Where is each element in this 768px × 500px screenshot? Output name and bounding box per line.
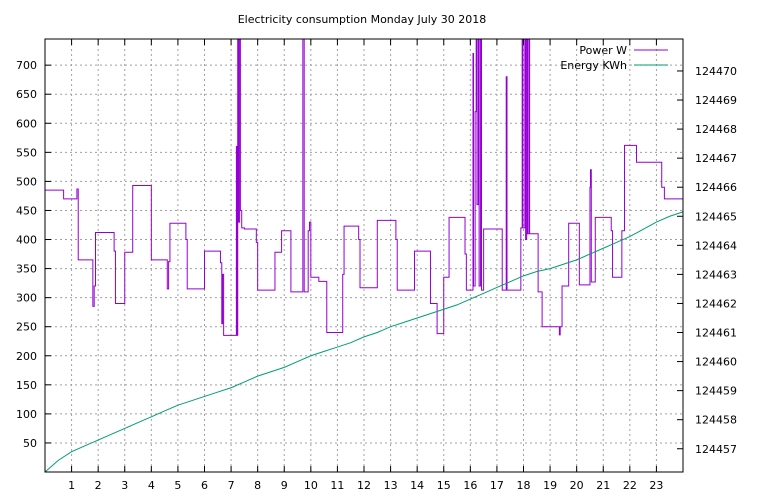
chart-title: Electricity consumption Monday July 30 2… [238, 13, 487, 26]
x-tick-label: 5 [174, 479, 181, 492]
x-tick-label: 15 [437, 479, 451, 492]
x-tick-label: 22 [623, 479, 637, 492]
x-tick-label: 11 [330, 479, 344, 492]
x-tick-label: 6 [201, 479, 208, 492]
y-left-tick-label: 150 [16, 379, 37, 392]
y-left-tick-label: 600 [16, 117, 37, 130]
x-tick-label: 3 [121, 479, 128, 492]
y-left-tick-label: 550 [16, 146, 37, 159]
y-right-tick-label: 124469 [695, 94, 737, 107]
x-tick-label: 12 [357, 479, 371, 492]
y-left-tick-label: 100 [16, 408, 37, 421]
y-right-tick-label: 124461 [695, 327, 737, 340]
y-right-tick-label: 124465 [695, 210, 737, 223]
x-tick-label: 14 [410, 479, 424, 492]
x-tick-label: 17 [490, 479, 504, 492]
y-right-tick-label: 124467 [695, 152, 737, 165]
x-tick-label: 19 [543, 479, 557, 492]
x-tick-label: 21 [596, 479, 610, 492]
x-tick-label: 20 [570, 479, 584, 492]
y-right-tick-label: 124463 [695, 268, 737, 281]
legend-label: Energy KWh [560, 59, 627, 72]
y-left-tick-label: 400 [16, 234, 37, 247]
y-right-tick-label: 124459 [695, 385, 737, 398]
y-right-tick-label: 124457 [695, 443, 737, 456]
y-right-tick-label: 124470 [695, 65, 737, 78]
y-right-tick-label: 124462 [695, 297, 737, 310]
legend-label: Power W [579, 44, 627, 57]
y-left-tick-label: 700 [16, 59, 37, 72]
y-right-tick-label: 124468 [695, 123, 737, 136]
x-tick-label: 18 [517, 479, 531, 492]
y-left-tick-label: 300 [16, 292, 37, 305]
y-right-tick-label: 124458 [695, 414, 737, 427]
y-left-tick-label: 650 [16, 88, 37, 101]
x-tick-label: 10 [304, 479, 318, 492]
y-left-tick-label: 350 [16, 263, 37, 276]
y-left-tick-label: 450 [16, 204, 37, 217]
y-left-tick-label: 200 [16, 350, 37, 363]
series-lines [44, 38, 684, 473]
axis-ticks: 1 2 3 4 5 6 7 8 9 10 11 12 13 14 15 16 17 18 19 20 21 22 23501… [16, 39, 737, 492]
grid [45, 39, 683, 472]
x-tick-label: 9 [281, 479, 288, 492]
legend: Power W Energy KWh [560, 44, 668, 72]
y-left-tick-label: 250 [16, 321, 37, 334]
y-left-tick-label: 500 [16, 175, 37, 188]
x-tick-label: 8 [254, 479, 261, 492]
x-tick-label: 16 [463, 479, 477, 492]
y-right-tick-label: 124464 [695, 239, 737, 252]
x-tick-label: 23 [649, 479, 663, 492]
y-right-tick-label: 124460 [695, 356, 737, 369]
x-tick-label: 7 [228, 479, 235, 492]
x-tick-label: 13 [384, 479, 398, 492]
series-energy-kwh [44, 211, 684, 473]
y-left-tick-label: 50 [23, 437, 37, 450]
y-right-tick-label: 124466 [695, 181, 737, 194]
series-power-w [45, 38, 683, 336]
x-tick-label: 4 [148, 479, 155, 492]
x-tick-label: 2 [95, 479, 102, 492]
x-tick-label: 1 [68, 479, 75, 492]
